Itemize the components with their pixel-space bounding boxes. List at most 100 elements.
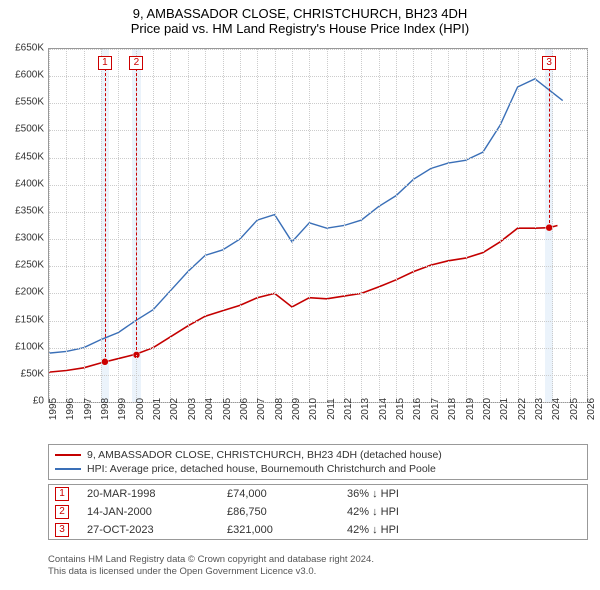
series-property: [49, 226, 557, 373]
x-tick-label: 2024: [551, 398, 562, 420]
gridline-v: [431, 49, 432, 402]
x-tick-label: 1998: [100, 398, 111, 420]
legend-row: HPI: Average price, detached house, Bour…: [55, 462, 581, 476]
legend-label: 9, AMBASSADOR CLOSE, CHRISTCHURCH, BH23 …: [87, 449, 442, 461]
sale-marker-box: 1: [98, 56, 112, 70]
x-tick-label: 2011: [326, 398, 337, 420]
gridline-h: [49, 239, 587, 240]
y-tick-label: £250K: [15, 260, 44, 271]
plot-area: 123: [48, 48, 588, 403]
gridline-h: [49, 103, 587, 104]
x-tick-label: 1996: [65, 398, 76, 420]
gridline-v: [535, 49, 536, 402]
sales-diff: 42% ↓ HPI: [347, 506, 581, 518]
x-tick-label: 2004: [204, 398, 215, 420]
legend-label: HPI: Average price, detached house, Bour…: [87, 463, 436, 475]
sales-diff: 36% ↓ HPI: [347, 488, 581, 500]
x-axis: 1995199619971998199920002001200220032004…: [48, 405, 588, 445]
x-tick-label: 2008: [274, 398, 285, 420]
y-tick-label: £400K: [15, 178, 44, 189]
y-tick-label: £500K: [15, 124, 44, 135]
x-tick-label: 2003: [187, 398, 198, 420]
y-axis: £0£50K£100K£150K£200K£250K£300K£350K£400…: [0, 48, 46, 403]
footer-note: Contains HM Land Registry data © Crown c…: [48, 554, 588, 578]
x-tick-label: 2026: [586, 398, 597, 420]
y-tick-label: £600K: [15, 70, 44, 81]
x-tick-label: 2022: [517, 398, 528, 420]
y-tick-label: £50K: [21, 368, 44, 379]
y-tick-label: £100K: [15, 341, 44, 352]
gridline-v: [118, 49, 119, 402]
sales-diff: 42% ↓ HPI: [347, 524, 581, 536]
x-tick-label: 2018: [447, 398, 458, 420]
gridline-v: [170, 49, 171, 402]
gridline-v: [327, 49, 328, 402]
gridline-v: [379, 49, 380, 402]
title-block: 9, AMBASSADOR CLOSE, CHRISTCHURCH, BH23 …: [0, 0, 600, 38]
gridline-v: [587, 49, 588, 402]
x-tick-label: 2006: [239, 398, 250, 420]
x-tick-label: 2023: [534, 398, 545, 420]
title-address: 9, AMBASSADOR CLOSE, CHRISTCHURCH, BH23 …: [0, 6, 600, 21]
gridline-v: [223, 49, 224, 402]
gridline-h: [49, 266, 587, 267]
gridline-v: [309, 49, 310, 402]
gridline-v: [205, 49, 206, 402]
legend-row: 9, AMBASSADOR CLOSE, CHRISTCHURCH, BH23 …: [55, 448, 581, 462]
sales-idx: 3: [55, 523, 69, 537]
gridline-v: [257, 49, 258, 402]
gridline-v: [413, 49, 414, 402]
gridline-v: [500, 49, 501, 402]
sales-row: 120-MAR-1998£74,00036% ↓ HPI: [49, 485, 587, 503]
x-tick-label: 1997: [83, 398, 94, 420]
gridline-v: [518, 49, 519, 402]
sales-row: 327-OCT-2023£321,00042% ↓ HPI: [49, 521, 587, 539]
x-tick-label: 2013: [360, 398, 371, 420]
gridline-v: [570, 49, 571, 402]
gridline-v: [66, 49, 67, 402]
gridline-h: [49, 375, 587, 376]
gridline-h: [49, 158, 587, 159]
x-tick-label: 1995: [48, 398, 59, 420]
sales-date: 14-JAN-2000: [87, 506, 227, 518]
gridline-v: [396, 49, 397, 402]
gridline-h: [49, 212, 587, 213]
gridline-v: [101, 49, 102, 402]
legend-swatch: [55, 454, 81, 456]
x-tick-label: 2012: [343, 398, 354, 420]
y-tick-label: £0: [33, 396, 44, 407]
sales-row: 214-JAN-2000£86,75042% ↓ HPI: [49, 503, 587, 521]
footer-line1: Contains HM Land Registry data © Crown c…: [48, 554, 588, 566]
x-tick-label: 2010: [308, 398, 319, 420]
sale-marker-line: [105, 63, 106, 362]
gridline-v: [153, 49, 154, 402]
gridline-v: [448, 49, 449, 402]
x-tick-label: 2014: [378, 398, 389, 420]
x-tick-label: 2009: [291, 398, 302, 420]
x-tick-label: 2017: [430, 398, 441, 420]
sales-table: 120-MAR-1998£74,00036% ↓ HPI214-JAN-2000…: [48, 484, 588, 540]
x-tick-label: 2016: [412, 398, 423, 420]
x-tick-label: 2000: [135, 398, 146, 420]
y-tick-label: £450K: [15, 151, 44, 162]
series-hpi: [49, 79, 563, 353]
gridline-v: [188, 49, 189, 402]
x-tick-label: 2020: [482, 398, 493, 420]
x-tick-label: 2021: [499, 398, 510, 420]
gridline-h: [49, 293, 587, 294]
gridline-v: [84, 49, 85, 402]
gridline-v: [361, 49, 362, 402]
gridline-h: [49, 185, 587, 186]
x-tick-label: 1999: [117, 398, 128, 420]
x-tick-label: 2005: [222, 398, 233, 420]
x-tick-label: 2002: [169, 398, 180, 420]
footer-line2: This data is licensed under the Open Gov…: [48, 566, 588, 578]
x-tick-label: 2019: [465, 398, 476, 420]
x-tick-label: 2015: [395, 398, 406, 420]
y-tick-label: £650K: [15, 43, 44, 54]
sale-marker-line: [136, 63, 137, 355]
legend: 9, AMBASSADOR CLOSE, CHRISTCHURCH, BH23 …: [48, 444, 588, 480]
y-tick-label: £200K: [15, 287, 44, 298]
gridline-v: [344, 49, 345, 402]
sales-price: £86,750: [227, 506, 347, 518]
